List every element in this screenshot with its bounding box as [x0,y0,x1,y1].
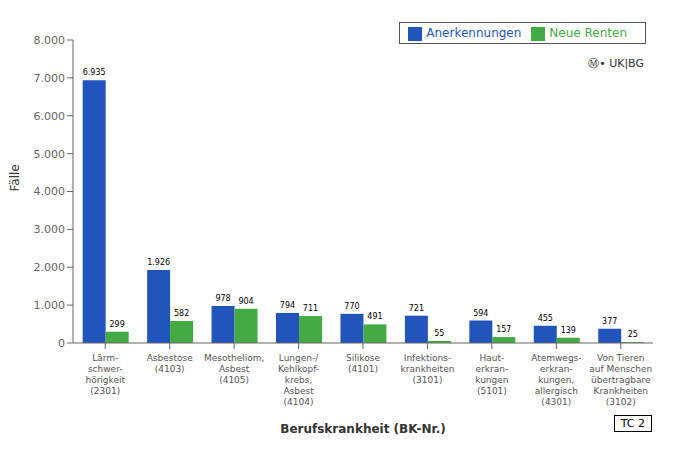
svg-text:7.000: 7.000 [34,72,66,85]
svg-text:4.000: 4.000 [34,185,66,198]
svg-text:Berufskrankheit (BK-Nr.): Berufskrankheit (BK-Nr.) [280,422,446,436]
svg-text:Von Tierenauf Menschenübertrag: Von Tierenauf MenschenübertragbareKrankh… [589,353,652,407]
svg-text:8.000: 8.000 [34,34,66,47]
svg-text:6.000: 6.000 [34,110,66,123]
svg-text:377: 377 [602,317,617,326]
svg-text:Lungen-/Kehlkopf-krebs,Asbest(: Lungen-/Kehlkopf-krebs,Asbest(4104) [278,353,319,407]
svg-text:Mesotheliom,Asbest(4105): Mesotheliom,Asbest(4105) [204,353,264,385]
svg-text:3.000: 3.000 [34,223,66,236]
svg-text:5.000: 5.000 [34,148,66,161]
svg-text:Atemwegs-erkran-kungen,allergi: Atemwegs-erkran-kungen,allergisch(4301) [531,353,581,407]
svg-text:Asbestose(4103): Asbestose(4103) [147,353,194,374]
html-text:Ⓜ• UK|BG: Ⓜ• UK|BG [588,57,644,70]
svg-text:6.935: 6.935 [83,68,106,77]
svg-text:Haut-erkran-kungen(5101): Haut-erkran-kungen(5101) [475,353,508,396]
svg-text:904: 904 [238,297,253,306]
svg-text:Fälle: Fälle [8,164,22,191]
svg-text:Silikose(4101): Silikose(4101) [346,353,380,374]
svg-text:299: 299 [110,320,125,329]
svg-text:794: 794 [280,301,295,310]
svg-text:491: 491 [367,312,382,321]
svg-text:Infektions-krankheiten(3101): Infektions-krankheiten(3101) [401,353,455,385]
svg-text:455: 455 [538,314,553,323]
svg-text:978: 978 [215,294,230,303]
html-text:Anerkennungen: Anerkennungen [426,26,522,40]
svg-text:582: 582 [174,309,189,318]
svg-text:594: 594 [473,309,488,318]
svg-text:0: 0 [58,337,65,350]
html-text:Neue Renten: Neue Renten [549,26,627,40]
svg-text:2.000: 2.000 [34,261,66,274]
svg-text:25: 25 [628,330,638,339]
html-text:TC 2: TC 2 [620,417,645,430]
svg-text:770: 770 [344,302,359,311]
svg-text:1.000: 1.000 [34,299,66,312]
svg-text:721: 721 [409,304,424,313]
svg-text:139: 139 [561,326,576,335]
svg-text:1.926: 1.926 [147,258,170,267]
svg-text:157: 157 [496,325,511,334]
svg-text:Lärm-schwer-hörigkeit(2301): Lärm-schwer-hörigkeit(2301) [85,353,125,396]
svg-text:711: 711 [303,304,318,313]
svg-text:55: 55 [434,329,444,338]
